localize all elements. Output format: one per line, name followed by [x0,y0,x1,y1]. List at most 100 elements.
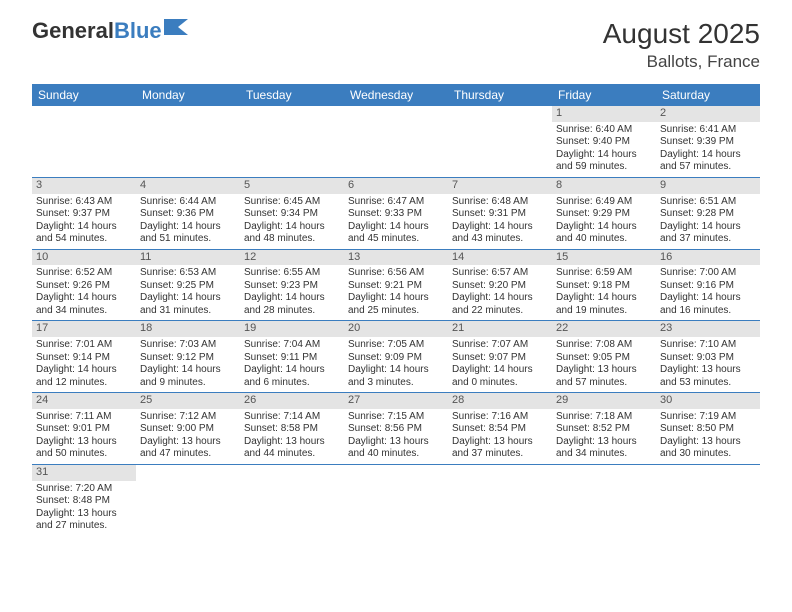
calendar-cell: 7Sunrise: 6:48 AMSunset: 9:31 PMDaylight… [448,177,552,249]
daylight-text: Daylight: 14 hours and 37 minutes. [660,221,756,246]
title-block: August 2025 Ballots, France [603,18,760,72]
day-number: 31 [32,465,136,481]
calendar-cell: 12Sunrise: 6:55 AMSunset: 9:23 PMDayligh… [240,249,344,321]
calendar-body: 1Sunrise: 6:40 AMSunset: 9:40 PMDaylight… [32,106,760,536]
sunrise-text: Sunrise: 7:00 AM [660,267,756,280]
calendar-cell [136,464,240,535]
day-number: 22 [552,321,656,337]
day-number: 5 [240,178,344,194]
day-number: 2 [656,106,760,122]
calendar-cell: 17Sunrise: 7:01 AMSunset: 9:14 PMDayligh… [32,321,136,393]
sunset-text: Sunset: 9:00 PM [140,423,236,436]
daylight-text: Daylight: 13 hours and 27 minutes. [36,508,132,533]
sunset-text: Sunset: 8:58 PM [244,423,340,436]
day-number: 4 [136,178,240,194]
day-number: 16 [656,250,760,266]
sunrise-text: Sunrise: 6:44 AM [140,196,236,209]
daylight-text: Daylight: 14 hours and 43 minutes. [452,221,548,246]
sunset-text: Sunset: 9:14 PM [36,352,132,365]
day-number: 15 [552,250,656,266]
sunset-text: Sunset: 9:03 PM [660,352,756,365]
day-number: 3 [32,178,136,194]
calendar-cell: 27Sunrise: 7:15 AMSunset: 8:56 PMDayligh… [344,393,448,465]
calendar-cell: 16Sunrise: 7:00 AMSunset: 9:16 PMDayligh… [656,249,760,321]
sunset-text: Sunset: 9:28 PM [660,208,756,221]
calendar-cell [448,106,552,177]
sunrise-text: Sunrise: 6:40 AM [556,124,652,137]
weekday-header: Sunday [32,84,136,106]
calendar-cell: 4Sunrise: 6:44 AMSunset: 9:36 PMDaylight… [136,177,240,249]
calendar-cell: 15Sunrise: 6:59 AMSunset: 9:18 PMDayligh… [552,249,656,321]
logo-text-1: General [32,18,114,44]
calendar-cell [240,106,344,177]
sunset-text: Sunset: 9:11 PM [244,352,340,365]
sunrise-text: Sunrise: 6:55 AM [244,267,340,280]
logo: GeneralBlue [32,18,192,44]
day-number: 10 [32,250,136,266]
day-number: 13 [344,250,448,266]
sunset-text: Sunset: 9:36 PM [140,208,236,221]
sunset-text: Sunset: 9:21 PM [348,280,444,293]
sunrise-text: Sunrise: 7:05 AM [348,339,444,352]
day-number: 8 [552,178,656,194]
sunrise-text: Sunrise: 6:52 AM [36,267,132,280]
day-number: 6 [344,178,448,194]
day-number: 25 [136,393,240,409]
sunset-text: Sunset: 9:33 PM [348,208,444,221]
daylight-text: Daylight: 13 hours and 30 minutes. [660,436,756,461]
calendar-cell: 19Sunrise: 7:04 AMSunset: 9:11 PMDayligh… [240,321,344,393]
calendar-cell [136,106,240,177]
calendar-cell: 1 Sunrise: 6:40 AMSunset: 9:40 PMDaylight… [552,106,656,177]
calendar-head: SundayMondayTuesdayWednesdayThursdayFrid… [32,84,760,106]
daylight-text: Daylight: 13 hours and 37 minutes. [452,436,548,461]
sunrise-text: Sunrise: 6:49 AM [556,196,652,209]
day-number: 9 [656,178,760,194]
day-number: 18 [136,321,240,337]
daylight-text: Daylight: 13 hours and 34 minutes. [556,436,652,461]
sunrise-text: Sunrise: 7:10 AM [660,339,756,352]
calendar-cell: 8Sunrise: 6:49 AMSunset: 9:29 PMDaylight… [552,177,656,249]
daylight-text: Daylight: 14 hours and 59 minutes. [556,149,652,174]
calendar-cell: 5Sunrise: 6:45 AMSunset: 9:34 PMDaylight… [240,177,344,249]
sunrise-text: Sunrise: 7:14 AM [244,411,340,424]
day-number: 7 [448,178,552,194]
calendar-table: SundayMondayTuesdayWednesdayThursdayFrid… [32,84,760,536]
sunset-text: Sunset: 9:18 PM [556,280,652,293]
header: GeneralBlue August 2025 Ballots, France [0,0,792,78]
calendar-cell: 11Sunrise: 6:53 AMSunset: 9:25 PMDayligh… [136,249,240,321]
calendar-cell [344,464,448,535]
sunset-text: Sunset: 8:52 PM [556,423,652,436]
sunrise-text: Sunrise: 7:01 AM [36,339,132,352]
day-number: 28 [448,393,552,409]
sunrise-text: Sunrise: 7:16 AM [452,411,548,424]
daylight-text: Daylight: 14 hours and 40 minutes. [556,221,652,246]
calendar-cell: 22Sunrise: 7:08 AMSunset: 9:05 PMDayligh… [552,321,656,393]
sunrise-text: Sunrise: 7:03 AM [140,339,236,352]
sunset-text: Sunset: 9:39 PM [660,136,756,149]
sunrise-text: Sunrise: 6:51 AM [660,196,756,209]
daylight-text: Daylight: 14 hours and 19 minutes. [556,292,652,317]
sunrise-text: Sunrise: 7:15 AM [348,411,444,424]
day-number: 1 [552,106,656,122]
sunset-text: Sunset: 9:31 PM [452,208,548,221]
weekday-header: Saturday [656,84,760,106]
day-number: 17 [32,321,136,337]
logo-flag-icon [164,17,192,37]
daylight-text: Daylight: 13 hours and 40 minutes. [348,436,444,461]
day-number: 30 [656,393,760,409]
sunrise-text: Sunrise: 6:43 AM [36,196,132,209]
daylight-text: Daylight: 14 hours and 25 minutes. [348,292,444,317]
calendar-cell: 20Sunrise: 7:05 AMSunset: 9:09 PMDayligh… [344,321,448,393]
sunset-text: Sunset: 9:05 PM [556,352,652,365]
sunrise-text: Sunrise: 6:59 AM [556,267,652,280]
weekday-header: Friday [552,84,656,106]
calendar-cell: 2Sunrise: 6:41 AMSunset: 9:39 PMDaylight… [656,106,760,177]
sunset-text: Sunset: 9:40 PM [556,136,652,149]
daylight-text: Daylight: 13 hours and 50 minutes. [36,436,132,461]
location: Ballots, France [603,52,760,72]
day-number: 24 [32,393,136,409]
calendar-cell: 24Sunrise: 7:11 AMSunset: 9:01 PMDayligh… [32,393,136,465]
sunset-text: Sunset: 9:12 PM [140,352,236,365]
day-number: 29 [552,393,656,409]
calendar-cell: 23Sunrise: 7:10 AMSunset: 9:03 PMDayligh… [656,321,760,393]
